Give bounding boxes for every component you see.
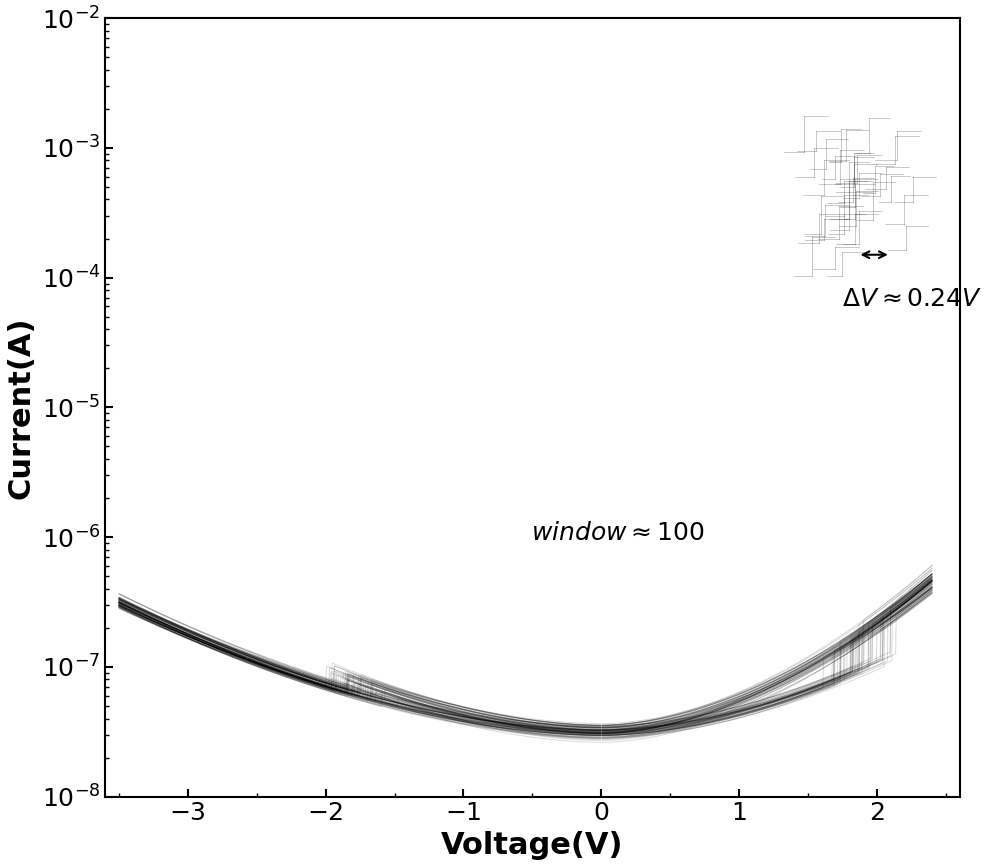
Text: $window\approx100$: $window\approx100$ [531,522,705,544]
Y-axis label: Current(A): Current(A) [7,316,36,499]
X-axis label: Voltage(V): Voltage(V) [441,831,624,860]
Text: $\Delta V\approx0.24V$: $\Delta V\approx0.24V$ [842,289,982,311]
